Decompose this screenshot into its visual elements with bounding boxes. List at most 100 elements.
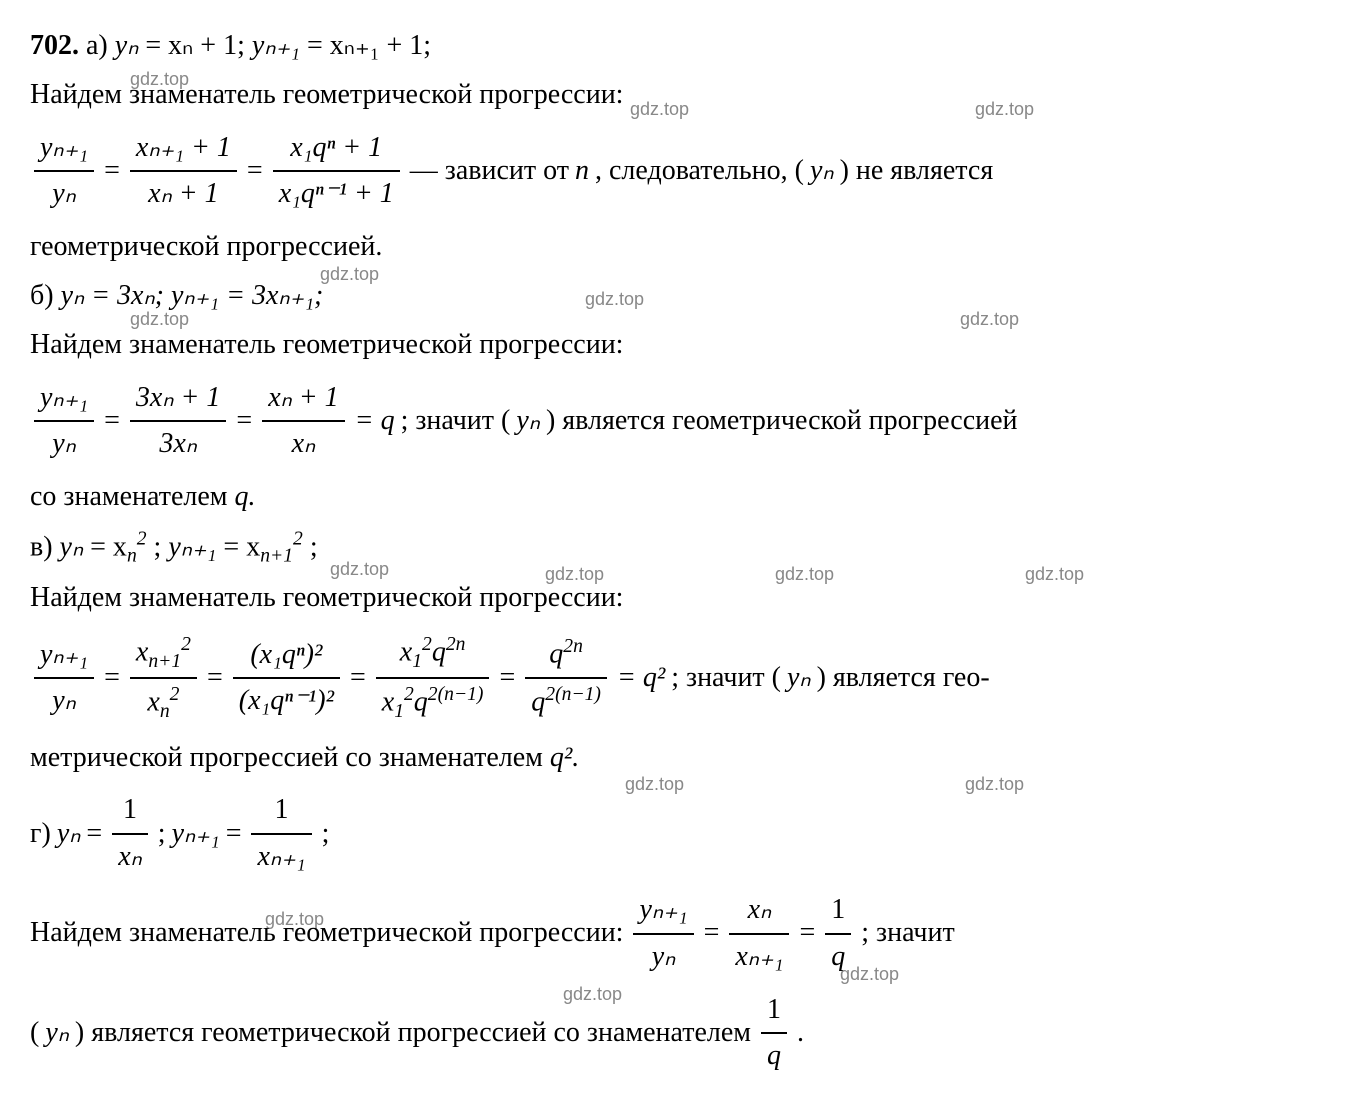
part-b-lead: б) bbox=[30, 280, 61, 311]
frac-a3-den: x₁qⁿ⁻¹ + 1 bbox=[273, 172, 400, 217]
frac-c4-num: x12q2n bbox=[376, 629, 490, 679]
eq-d2: = bbox=[226, 812, 242, 857]
frac-dd2-den: xₙ₊₁ bbox=[729, 935, 789, 980]
frac-a3: x₁qⁿ + 1 x₁qⁿ⁻¹ + 1 bbox=[273, 126, 400, 218]
frac-dd2-num: xₙ bbox=[729, 888, 789, 935]
eq-sign: = bbox=[104, 656, 120, 701]
line-702-a: 702. а) yₙ = xₙ + 1; yₙ₊₁ = xₙ₊₁ + 1; bbox=[30, 24, 1320, 69]
c2n-sub: n+1 bbox=[148, 651, 181, 672]
c5n-b: q bbox=[549, 639, 563, 670]
c2d-base: x bbox=[147, 687, 159, 718]
tail-b: ; значит ( bbox=[401, 399, 511, 444]
sup-2b: 2 bbox=[293, 529, 303, 550]
frac-d1-num: 1 bbox=[112, 788, 148, 835]
frac-dd3: 1 q bbox=[825, 888, 851, 980]
frac-a2-den: xₙ + 1 bbox=[130, 172, 237, 217]
frac-c1: yₙ₊₁ yₙ bbox=[34, 633, 94, 725]
eq-sign: = bbox=[104, 149, 120, 194]
frac-d1-den: xₙ bbox=[112, 835, 148, 880]
frac-c2: xn+12 xn2 bbox=[130, 629, 197, 728]
eq-sign: = bbox=[236, 399, 252, 444]
yn-var: yₙ bbox=[787, 656, 811, 701]
semi-c: ; bbox=[303, 531, 318, 562]
frac-c3-den: (x₁qⁿ⁻¹)² bbox=[233, 679, 340, 724]
eq-a1-rhs: = xₙ + 1; bbox=[138, 30, 252, 61]
c4d-p1: 2 bbox=[404, 684, 414, 705]
semi-d: ; bbox=[322, 812, 330, 857]
eq-sign: = bbox=[104, 399, 120, 444]
last-line: (yₙ) является геометрической прогрессией… bbox=[30, 988, 1320, 1080]
sep-c: ; bbox=[147, 531, 169, 562]
find-denom-b: Найдем знаменатель геометрической прогре… bbox=[30, 323, 1320, 368]
frac-c5: q2n q2(n−1) bbox=[525, 631, 607, 725]
eq-b-text: yₙ = 3xₙ; yₙ₊₁ = 3xₙ₊₁; bbox=[61, 280, 324, 311]
frac-d1: 1 xₙ bbox=[112, 788, 148, 880]
q2-period: q². bbox=[550, 742, 579, 773]
line-d: г) yₙ = 1 xₙ ; yₙ₊₁ = 1 xₙ₊₁ ; bbox=[30, 788, 1320, 880]
frac-a2: xₙ₊₁ + 1 xₙ + 1 bbox=[130, 126, 237, 218]
line-b: б) yₙ = 3xₙ; yₙ₊₁ = 3xₙ₊₁; bbox=[30, 274, 1320, 319]
frac-c5-den: q2(n−1) bbox=[525, 679, 607, 725]
frac-dd2: xₙ xₙ₊₁ bbox=[729, 888, 789, 980]
frac-d2: 1 xₙ₊₁ bbox=[251, 788, 311, 880]
c5d-p: 2(n−1) bbox=[545, 684, 601, 705]
x-c2: n+12 bbox=[260, 531, 303, 562]
c5d-b: q bbox=[531, 687, 545, 718]
frac-a3-num: x₁qⁿ + 1 bbox=[273, 126, 400, 173]
frac-c4: x12q2n x12q2(n−1) bbox=[376, 629, 490, 728]
eq-q: = q bbox=[355, 399, 395, 444]
frac-a1-num: yₙ₊₁ bbox=[34, 126, 94, 173]
frac-c3: (x₁qⁿ)² (x₁qⁿ⁻¹)² bbox=[233, 633, 340, 725]
open-paren: ( bbox=[30, 1011, 39, 1056]
eq-block-d: Найдем знаменатель геометрической прогре… bbox=[30, 888, 1320, 980]
tail-d: ; значит bbox=[861, 911, 954, 956]
yn-var: yₙ bbox=[810, 149, 834, 194]
eq-a2-rhs: = xₙ₊₁ + 1; bbox=[300, 30, 431, 61]
c4n-s1: 1 bbox=[412, 651, 422, 672]
part-c-lead: в) bbox=[30, 531, 60, 562]
eq-c2-lhs: yₙ₊₁ bbox=[168, 531, 216, 562]
sub-n: n bbox=[127, 546, 137, 567]
eq-c1-lhs: yₙ bbox=[60, 531, 84, 562]
frac-b2-num: 3xₙ + 1 bbox=[130, 376, 226, 423]
frac-dd3-den: q bbox=[825, 935, 851, 980]
eq-sign: = bbox=[799, 911, 815, 956]
eq-block-b: yₙ₊₁ yₙ = 3xₙ + 1 3xₙ = xₙ + 1 xₙ = q; з… bbox=[30, 376, 1320, 468]
with-denom-q: со знаменателем q. bbox=[30, 475, 1320, 520]
line-c: в) yₙ = xn2 ; yₙ₊₁ = xn+12 ; bbox=[30, 524, 1320, 572]
last-text: ) является геометрической прогрессией со… bbox=[75, 1011, 751, 1056]
metric-text: метрической прогрессией со знаменателем bbox=[30, 742, 550, 773]
eq-d1: = bbox=[86, 812, 102, 857]
problem-number: 702. bbox=[30, 30, 79, 61]
yn-var: yₙ bbox=[516, 399, 540, 444]
eq-sign: = bbox=[704, 911, 720, 956]
frac-dd3-num: 1 bbox=[825, 888, 851, 935]
last-period: . bbox=[797, 1011, 804, 1056]
frac-b1-num: yₙ₊₁ bbox=[34, 376, 94, 423]
with-denom-text: со знаменателем bbox=[30, 481, 235, 512]
yn-last: yₙ bbox=[45, 1011, 69, 1056]
frac-c2-num: xn+12 bbox=[130, 629, 197, 679]
tail-b2: ) является геометрической прогрессией bbox=[546, 399, 1018, 444]
frac-c1-den: yₙ bbox=[34, 679, 94, 724]
frac-dd1-den: yₙ bbox=[633, 935, 693, 980]
frac-b3-den: xₙ bbox=[262, 422, 344, 467]
frac-b2: 3xₙ + 1 3xₙ bbox=[130, 376, 226, 468]
eq-c1-rhs: = x bbox=[83, 531, 127, 562]
frac-b3-num: xₙ + 1 bbox=[262, 376, 344, 423]
c4n-p2: 2n bbox=[446, 634, 466, 655]
x-c1: n2 bbox=[127, 531, 147, 562]
frac-d2-num: 1 bbox=[251, 788, 311, 835]
tail-c: ; значит ( bbox=[671, 656, 781, 701]
yn-d: yₙ bbox=[57, 812, 81, 857]
eq-sign: = bbox=[207, 656, 223, 701]
tail-a2: , следовательно, ( bbox=[595, 149, 804, 194]
frac-c5-num: q2n bbox=[525, 631, 607, 679]
part-d-lead: г) bbox=[30, 812, 51, 857]
frac-c1-num: yₙ₊₁ bbox=[34, 633, 94, 680]
frac-a1-den: yₙ bbox=[34, 172, 94, 217]
tail-a: — зависит от bbox=[410, 149, 569, 194]
eq-q2: = q² bbox=[617, 656, 665, 701]
c4d-b1: x bbox=[382, 687, 394, 718]
sep-d: ; bbox=[158, 812, 166, 857]
